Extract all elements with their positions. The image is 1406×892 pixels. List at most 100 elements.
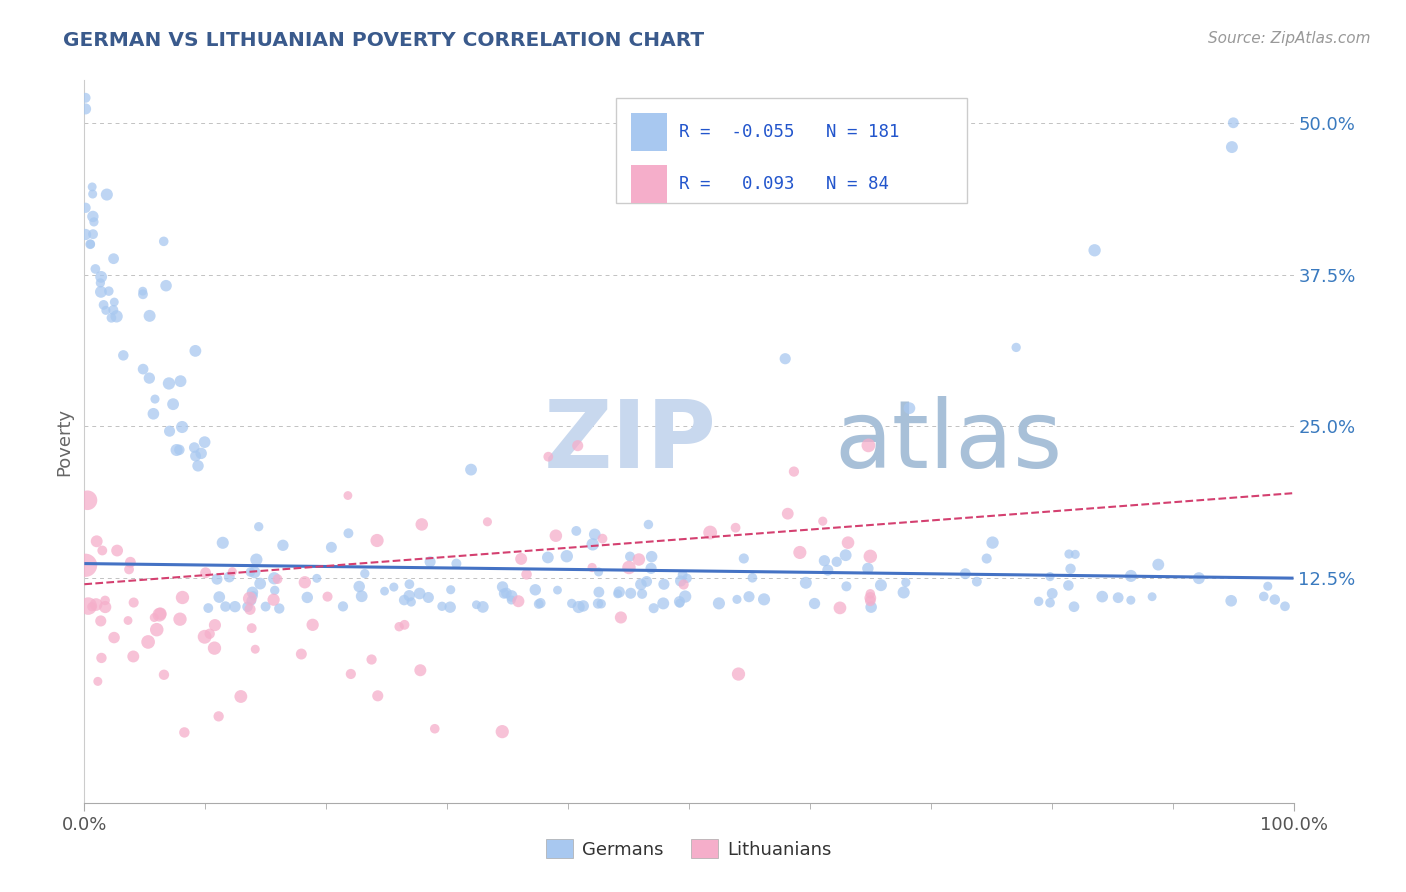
Point bbox=[112, 348, 135, 362]
Point bbox=[75, 227, 97, 242]
Point bbox=[591, 597, 613, 611]
Point bbox=[567, 439, 589, 453]
Point bbox=[103, 302, 125, 317]
Point bbox=[640, 561, 662, 575]
Point bbox=[418, 591, 440, 605]
FancyBboxPatch shape bbox=[631, 165, 668, 203]
Y-axis label: Poverty: Poverty bbox=[55, 408, 73, 475]
Point bbox=[173, 725, 195, 739]
Point bbox=[630, 577, 652, 591]
Point bbox=[103, 631, 125, 645]
Point bbox=[527, 597, 550, 611]
Point bbox=[817, 563, 839, 577]
Point bbox=[859, 587, 882, 601]
Point bbox=[893, 585, 915, 599]
Point bbox=[894, 575, 917, 590]
Point bbox=[858, 438, 880, 452]
Point bbox=[157, 376, 180, 391]
Point bbox=[1091, 590, 1114, 604]
Point bbox=[1220, 594, 1243, 608]
Point bbox=[510, 552, 533, 566]
Point bbox=[430, 599, 453, 614]
Point bbox=[811, 514, 834, 528]
Point bbox=[803, 597, 825, 611]
Point bbox=[724, 521, 747, 535]
Text: R =   0.093   N = 84: R = 0.093 N = 84 bbox=[679, 175, 889, 194]
Point bbox=[239, 565, 262, 579]
Point bbox=[94, 303, 117, 318]
Point bbox=[75, 201, 97, 215]
Point bbox=[269, 601, 291, 615]
Point bbox=[208, 709, 231, 723]
Point bbox=[198, 626, 221, 640]
Point bbox=[794, 575, 817, 590]
Point bbox=[672, 567, 695, 582]
Point bbox=[446, 557, 468, 571]
Point bbox=[752, 592, 775, 607]
Point bbox=[271, 538, 294, 552]
Point bbox=[676, 571, 699, 585]
Point bbox=[547, 583, 569, 598]
Point bbox=[118, 562, 141, 576]
Point bbox=[236, 599, 259, 614]
Point bbox=[172, 420, 194, 434]
Point bbox=[898, 401, 921, 416]
Point bbox=[89, 276, 111, 290]
Point bbox=[1140, 590, 1163, 604]
Point bbox=[640, 549, 662, 564]
Point bbox=[138, 371, 160, 385]
Point bbox=[1188, 571, 1211, 585]
Point bbox=[561, 596, 583, 610]
Point bbox=[90, 269, 112, 284]
Point bbox=[668, 595, 690, 609]
Point bbox=[142, 407, 165, 421]
Point bbox=[153, 667, 176, 681]
Point bbox=[82, 210, 104, 224]
Point bbox=[84, 598, 107, 612]
Point bbox=[297, 591, 319, 605]
Point bbox=[398, 577, 420, 591]
Point bbox=[204, 618, 226, 632]
Point bbox=[120, 555, 142, 569]
Point bbox=[77, 599, 100, 613]
Point bbox=[249, 576, 271, 591]
Point bbox=[1257, 579, 1279, 593]
Point bbox=[221, 565, 243, 579]
Point bbox=[707, 596, 730, 610]
Point bbox=[82, 187, 104, 202]
Point bbox=[860, 600, 883, 615]
Point bbox=[211, 536, 233, 550]
Point bbox=[565, 524, 588, 538]
Point bbox=[955, 566, 977, 581]
Point bbox=[627, 552, 650, 566]
Point bbox=[94, 600, 117, 615]
Point bbox=[96, 187, 118, 202]
Point bbox=[136, 635, 159, 649]
Point bbox=[103, 295, 125, 310]
Point bbox=[76, 493, 98, 508]
Point bbox=[637, 517, 659, 532]
Point bbox=[242, 589, 264, 603]
Point bbox=[583, 527, 606, 541]
Point bbox=[392, 593, 415, 607]
Text: Source: ZipAtlas.com: Source: ZipAtlas.com bbox=[1208, 31, 1371, 46]
Point bbox=[617, 560, 640, 574]
Point bbox=[1059, 562, 1081, 576]
Point bbox=[93, 298, 115, 312]
Point bbox=[90, 614, 112, 628]
Point bbox=[813, 554, 835, 568]
Point bbox=[183, 441, 205, 455]
Point bbox=[366, 533, 388, 548]
Point bbox=[332, 599, 354, 614]
Point bbox=[205, 572, 228, 586]
Point bbox=[105, 310, 128, 324]
Point bbox=[172, 591, 194, 605]
Point bbox=[190, 446, 212, 460]
Point bbox=[263, 592, 285, 607]
Point bbox=[132, 287, 155, 301]
Point bbox=[166, 442, 188, 457]
Point bbox=[408, 586, 430, 600]
Point bbox=[122, 595, 145, 609]
Point bbox=[1040, 586, 1063, 600]
Point bbox=[1039, 569, 1062, 583]
